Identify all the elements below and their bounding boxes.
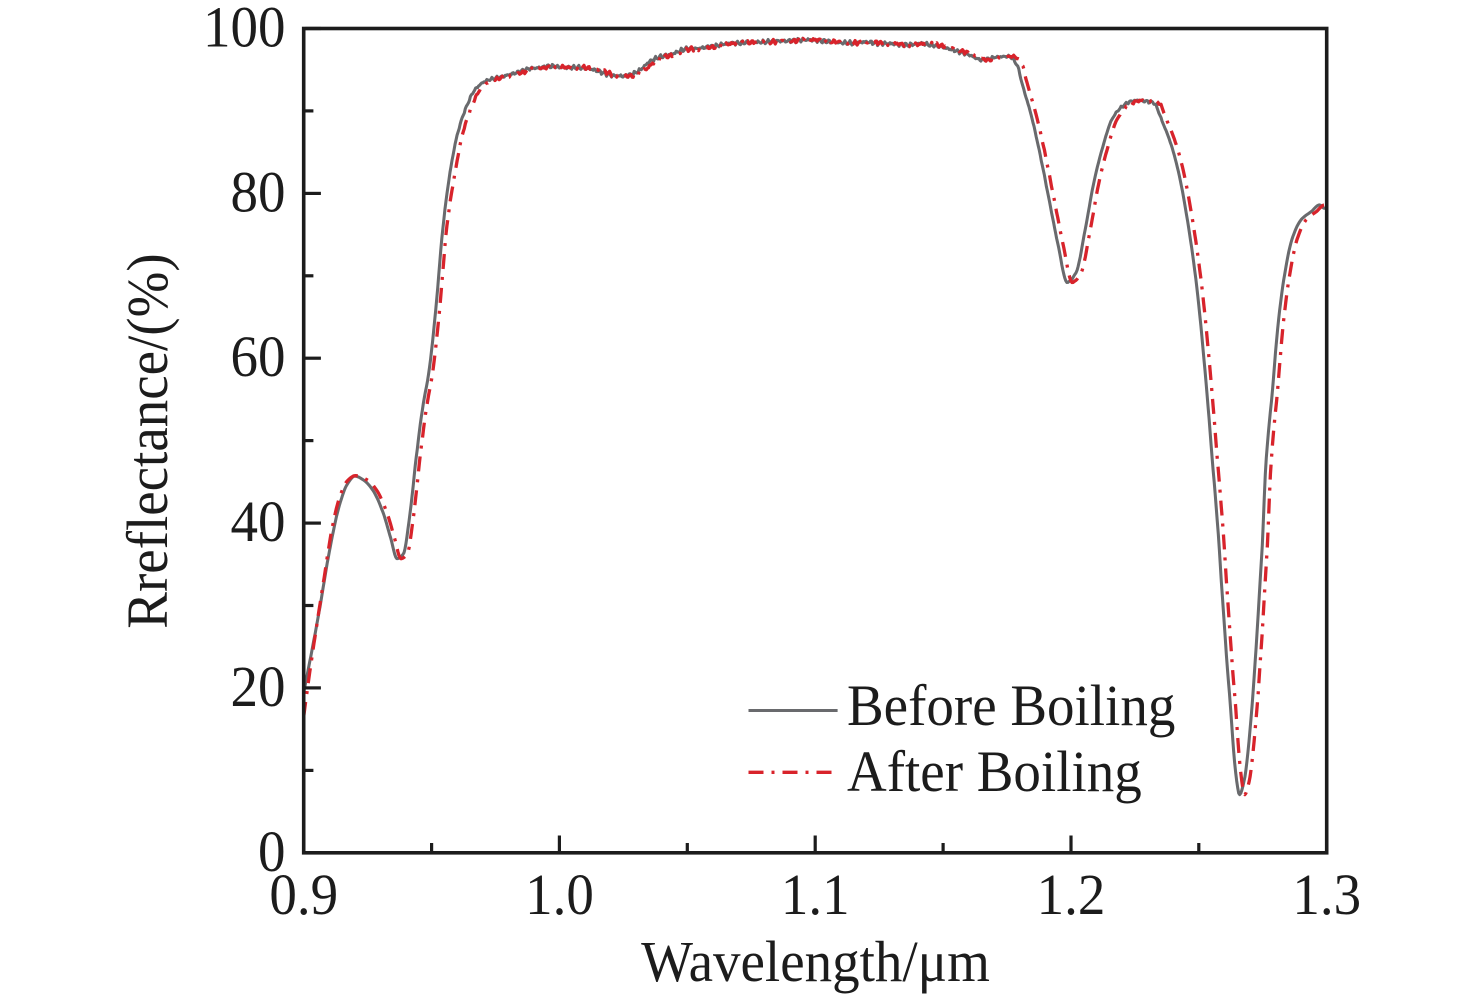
svg-text:Rreflectance/(%): Rreflectance/(%) (115, 253, 180, 628)
svg-text:40: 40 (231, 490, 286, 555)
svg-text:1.3: 1.3 (1292, 862, 1361, 927)
svg-text:60: 60 (231, 325, 286, 390)
svg-text:20: 20 (231, 654, 286, 719)
svg-text:80: 80 (231, 160, 286, 225)
svg-text:1.0: 1.0 (525, 862, 594, 927)
svg-text:1.2: 1.2 (1037, 862, 1106, 927)
svg-text:1.1: 1.1 (781, 862, 850, 927)
svg-text:Before Boiling: Before Boiling (847, 673, 1175, 738)
svg-text:100: 100 (203, 0, 285, 60)
svg-text:Wavelength/μm: Wavelength/μm (641, 929, 990, 994)
svg-text:After Boiling: After Boiling (847, 739, 1142, 804)
svg-text:0.9: 0.9 (269, 862, 338, 927)
svg-text:0: 0 (258, 819, 285, 884)
